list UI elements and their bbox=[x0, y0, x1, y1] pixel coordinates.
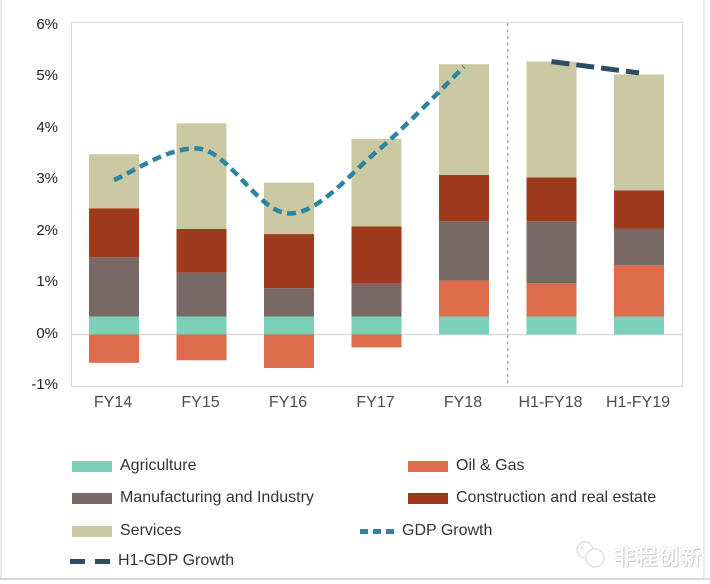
bar-segment-FY18-manufacturing-and-industry bbox=[439, 221, 489, 281]
page-bottom-border bbox=[0, 578, 710, 580]
bar-segment-FY15-services bbox=[176, 123, 227, 229]
bar-segment-H1-FY18-agriculture bbox=[526, 316, 577, 335]
bar-segment-FY14-agriculture bbox=[89, 316, 139, 335]
bar-segment-H1-FY19-agriculture bbox=[614, 316, 664, 335]
x-tick-label-h1-fy19: H1-FY19 bbox=[605, 394, 671, 411]
legend-swatch-agriculture bbox=[72, 460, 112, 472]
legend-swatch-manufacturing bbox=[72, 492, 112, 504]
bar-segment-FY18-services bbox=[439, 64, 489, 175]
bar-segment-FY17-services bbox=[351, 138, 402, 227]
bar-segment-FY16-construction-and-real-estate bbox=[264, 234, 314, 289]
bar-segment-FY17-construction-and-real-estate bbox=[351, 226, 402, 283]
bar-segment-FY17-oil-gas bbox=[351, 334, 402, 348]
bar-segment-FY15-manufacturing-and-industry bbox=[176, 272, 227, 317]
bar-segment-H1-FY19-oil-gas bbox=[614, 264, 664, 317]
h1-gdp-growth-line bbox=[551, 59, 640, 76]
bar-segment-FY16-manufacturing-and-industry bbox=[264, 288, 314, 317]
bar-segment-FY14-services bbox=[89, 154, 139, 209]
legend-label-manufacturing: Manufacturing and Industry bbox=[120, 489, 314, 506]
x-tick-label-fy15: FY15 bbox=[181, 394, 220, 411]
bar-segment-H1-FY19-services bbox=[614, 74, 664, 191]
watermark-text: 非程创新 bbox=[614, 546, 702, 569]
legend-item-construction: Construction and real estate bbox=[408, 488, 656, 508]
bar-segment-FY17-agriculture bbox=[351, 316, 402, 335]
bar-segment-FY15-agriculture bbox=[176, 316, 227, 335]
legend-label-h1-gdp-growth: H1-GDP Growth bbox=[118, 552, 235, 569]
x-tick-label-fy14: FY14 bbox=[93, 394, 133, 411]
legend-label-agriculture: Agriculture bbox=[120, 457, 197, 474]
bar-segment-FY18-construction-and-real-estate bbox=[439, 174, 489, 222]
bar-segment-H1-FY19-manufacturing-and-industry bbox=[614, 228, 664, 265]
watermark-logo-icon bbox=[576, 541, 605, 568]
plot-area bbox=[71, 22, 683, 387]
bar-segment-FY18-agriculture bbox=[439, 316, 489, 335]
legend-item-oil-gas: Oil & Gas bbox=[408, 456, 524, 476]
bar-segment-FY14-construction-and-real-estate bbox=[89, 208, 139, 258]
bar-segment-H1-FY18-services bbox=[526, 61, 577, 178]
bar-segment-H1-FY19-construction-and-real-estate bbox=[614, 190, 664, 229]
legend-label-gdp-growth: GDP Growth bbox=[402, 522, 493, 539]
legend-item-agriculture: Agriculture bbox=[72, 456, 196, 476]
bar-segment-FY18-oil-gas bbox=[439, 280, 489, 317]
chart-canvas bbox=[72, 23, 682, 386]
x-tick-label-h1-fy18: H1-FY18 bbox=[518, 394, 583, 411]
legend-swatch-construction bbox=[408, 492, 448, 504]
page-right-border bbox=[703, 0, 705, 579]
y-tick-label-6: 6% bbox=[36, 15, 58, 33]
y-tick-label-3: 3% bbox=[36, 170, 58, 187]
bar-segment-FY16-agriculture bbox=[264, 316, 314, 335]
y-tick-label-5: 5% bbox=[36, 67, 58, 84]
legend-item-manufacturing: Manufacturing and Industry bbox=[72, 488, 314, 508]
bar-segment-FY14-oil-gas bbox=[89, 334, 139, 363]
bar-segment-FY16-oil-gas bbox=[264, 334, 314, 368]
legend-item-services: Services bbox=[72, 521, 181, 541]
bar-segment-H1-FY18-manufacturing-and-industry bbox=[526, 221, 577, 283]
bar-segment-H1-FY18-oil-gas bbox=[526, 283, 577, 317]
x-tick-label-fy16: FY16 bbox=[268, 394, 308, 411]
y-tick-label-1: 1% bbox=[36, 273, 58, 290]
bar-segment-FY14-manufacturing-and-industry bbox=[89, 257, 139, 317]
page-left-border bbox=[0, 0, 2, 579]
bar-segment-H1-FY18-construction-and-real-estate bbox=[526, 177, 577, 222]
x-tick-label-fy17: FY17 bbox=[356, 394, 395, 411]
bar-segment-FY15-oil-gas bbox=[176, 334, 227, 361]
legend-label-services: Services bbox=[120, 522, 182, 539]
y-tick-label--1: -1% bbox=[31, 376, 58, 393]
legend-item-gdp-growth: GDP Growth bbox=[360, 521, 492, 541]
bar-segment-FY15-construction-and-real-estate bbox=[176, 228, 227, 273]
y-tick-label-4: 4% bbox=[36, 118, 58, 136]
x-tick-label-fy18: FY18 bbox=[443, 394, 483, 411]
gdp-growth-line bbox=[113, 65, 466, 216]
legend-item-h1-gdp-growth: H1-GDP Growth bbox=[70, 551, 234, 571]
bar-segment-FY17-manufacturing-and-industry bbox=[351, 283, 402, 317]
y-tick-label-0: 0% bbox=[36, 324, 58, 342]
legend-swatch-oil-gas bbox=[408, 460, 448, 472]
y-tick-label-2: 2% bbox=[36, 221, 58, 239]
legend-swatch-gdp-growth bbox=[360, 528, 394, 534]
legend-swatch-services bbox=[72, 525, 112, 537]
legend-label-construction: Construction and real estate bbox=[456, 489, 657, 506]
watermark-logo: 非程创新 bbox=[574, 540, 702, 572]
legend-label-oil-gas: Oil & Gas bbox=[456, 457, 525, 474]
legend-swatch-h1-gdp-growth bbox=[70, 558, 110, 564]
